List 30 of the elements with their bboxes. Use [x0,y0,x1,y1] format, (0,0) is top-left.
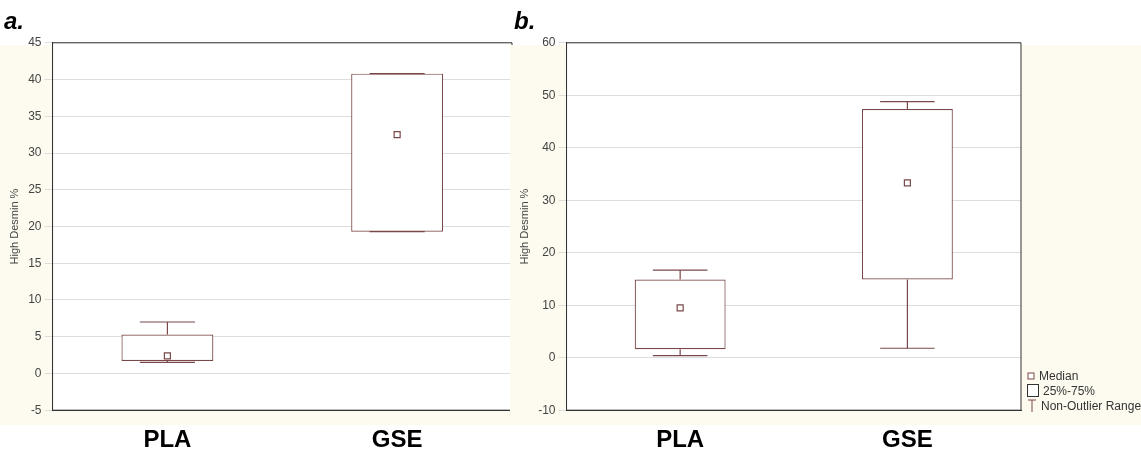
y-tick-label: 0 [548,350,556,365]
y-tick-label: 5 [34,329,42,344]
y-tick-label: -10 [538,402,556,417]
y-tick-label: 45 [28,35,42,50]
y-tick-label: 60 [542,35,556,50]
y-axis-title: High Desmin % [7,188,20,265]
y-tick-label: 15 [28,255,42,270]
x-tick-label: GSE [882,425,933,453]
chart-title: b. [514,7,536,35]
text: 25%-75% [1043,383,1096,398]
x-tick-label: GSE [371,425,423,453]
x-tick-label: PLA [143,425,192,453]
y-tick-label: 20 [28,218,42,233]
y-tick-label: 0 [34,365,42,380]
y-tick-label: 35 [28,108,42,123]
y-tick-label: -5 [30,402,42,417]
y-tick-label: 25 [28,182,42,197]
y-tick-label: 30 [28,145,42,160]
y-tick-label: 10 [28,292,42,307]
y-tick-label: 10 [542,297,556,312]
y-axis-title: High Desmin % [517,188,530,265]
chart-title: a. [4,7,25,35]
y-tick-label: 20 [542,245,556,260]
text: Median [1039,368,1079,383]
y-tick-label: 40 [28,71,42,86]
y-tick-label: 50 [542,87,556,102]
text: Non-Outlier Range [1041,398,1141,413]
x-tick-label: PLA [656,425,705,453]
y-tick-label: 40 [542,140,556,155]
y-tick-label: 30 [542,192,556,207]
